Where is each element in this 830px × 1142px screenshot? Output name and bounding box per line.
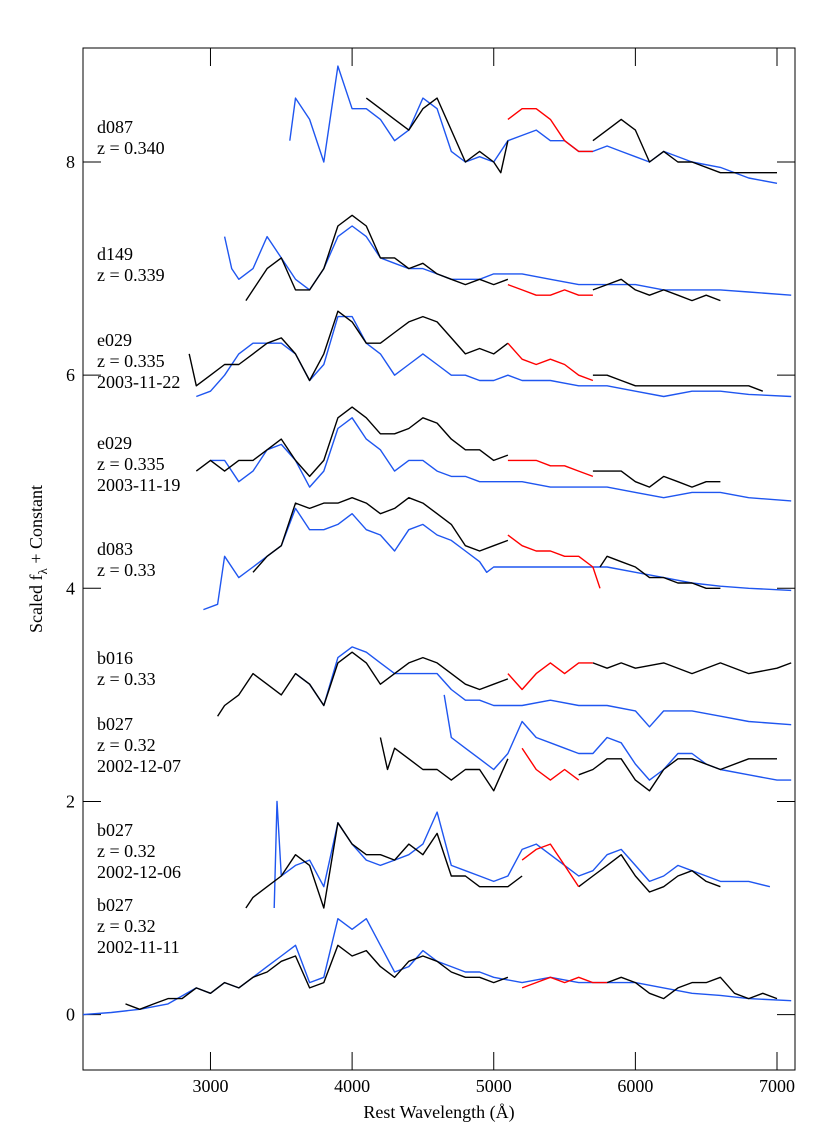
- spectrum-line: [507, 534, 601, 589]
- spectrum-line: [379, 737, 509, 792]
- spectrum-line: [592, 118, 777, 174]
- spectrum-line: [188, 310, 509, 387]
- spectrum-line: [521, 843, 580, 888]
- spectrum-label: z = 0.335: [97, 351, 165, 371]
- spectrum-label: b027: [97, 895, 133, 915]
- spectrum-line: [196, 315, 792, 398]
- x-tick-label: 5000: [476, 1076, 512, 1096]
- spectrum-line: [507, 662, 593, 691]
- plot-frame: [82, 47, 796, 1071]
- x-tick-label: 4000: [334, 1076, 370, 1096]
- spectrum-line: [273, 800, 771, 909]
- spectrum-label: 2002-12-07: [97, 756, 181, 776]
- y-tick-label: 0: [66, 1005, 75, 1025]
- x-tick-label: 6000: [617, 1076, 653, 1096]
- spectrum-label: 2002-11-11: [97, 937, 180, 957]
- x-tick-label: 7000: [759, 1076, 795, 1096]
- spectrum-line: [203, 507, 792, 611]
- spectrum-line: [578, 758, 777, 792]
- spectrum-line: [592, 374, 764, 392]
- spectrum-line: [592, 470, 721, 488]
- spectrum-line: [599, 555, 721, 589]
- spectrum-label: z = 0.32: [97, 735, 156, 755]
- spectrum-line: [507, 342, 594, 382]
- spectrum-label: z = 0.340: [97, 138, 165, 158]
- spectrum-line: [245, 214, 509, 301]
- spectrum-label: d083: [97, 539, 133, 559]
- spectrum-line: [592, 278, 721, 302]
- spectrum-label: b027: [97, 820, 133, 840]
- spectrum-label: e029: [97, 433, 132, 453]
- y-tick-label: 4: [66, 578, 75, 598]
- spectrum-label: b027: [97, 714, 133, 734]
- spectrum-line: [507, 459, 594, 478]
- spectrum-line: [507, 283, 593, 296]
- spectrum-label: 2003-11-22: [97, 372, 180, 392]
- spectrum-label: 2003-11-19: [97, 475, 180, 495]
- spectrum-line: [217, 651, 509, 717]
- spectrum-line: [295, 646, 792, 728]
- spectrum-label: z = 0.32: [97, 916, 156, 936]
- spectrum-line: [578, 854, 721, 893]
- spectrum-label: z = 0.33: [97, 560, 156, 580]
- spectrum-label: e029: [97, 330, 132, 350]
- spectrum-line: [521, 976, 608, 989]
- spectrum-label: 2002-12-06: [97, 862, 181, 882]
- spectrum-line: [289, 65, 778, 184]
- spectrum-line: [521, 747, 580, 781]
- spectrum-label: d087: [97, 117, 133, 137]
- y-label-rest: + Constant: [26, 485, 46, 568]
- y-tick-label: 2: [66, 791, 75, 811]
- spectrum-line: [252, 497, 509, 573]
- spectrum-label: z = 0.339: [97, 265, 165, 285]
- y-label-main: Scaled f: [26, 574, 46, 632]
- spectrum-line: [125, 944, 509, 1010]
- spectrum-line: [245, 822, 523, 909]
- spectrum-label: z = 0.32: [97, 841, 156, 861]
- spectrum-line: [82, 918, 792, 1016]
- spectrum-label: z = 0.335: [97, 454, 165, 474]
- y-axis-label: Scaled fλ + Constant: [26, 485, 50, 633]
- spectrum-label: b016: [97, 648, 133, 668]
- spectrum-label: d149: [97, 244, 133, 264]
- spectrum-label: z = 0.33: [97, 669, 156, 689]
- y-tick-label: 6: [66, 365, 75, 385]
- x-axis-label: Rest Wavelength (Å): [363, 1102, 514, 1123]
- spectrum-line: [592, 662, 792, 675]
- y-label-sub: λ: [35, 567, 50, 574]
- spectrum-line: [195, 406, 509, 478]
- spectrum-line: [606, 976, 778, 1000]
- x-tick-label: 3000: [192, 1076, 228, 1096]
- y-tick-label: 8: [66, 152, 75, 172]
- spectrum-line: [507, 108, 593, 153]
- spectrum-line: [210, 417, 792, 502]
- spectrum-line: [365, 97, 509, 174]
